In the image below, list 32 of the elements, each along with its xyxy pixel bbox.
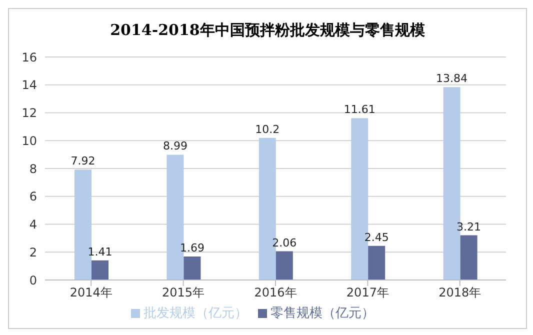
x-tick-label: 2016年 [254, 286, 297, 300]
bar [184, 256, 201, 280]
bar [92, 260, 109, 280]
data-label: 2.06 [272, 236, 297, 250]
data-label: 10.2 [255, 122, 280, 136]
data-label: 2.45 [364, 230, 389, 244]
data-label: 1.41 [88, 245, 112, 258]
y-tick-label: 0 [29, 273, 37, 288]
data-label: 1.69 [180, 241, 204, 254]
data-label: 13.84 [436, 72, 468, 86]
y-tick-label: 4 [29, 218, 37, 232]
y-tick-label: 2 [29, 245, 37, 260]
data-label: 8.99 [162, 140, 188, 153]
y-tick-label: 10 [22, 134, 37, 148]
legend-label: 批发规模（亿元） [144, 306, 248, 321]
x-tick-label: 2014年 [70, 286, 112, 300]
y-tick-label: 16 [22, 50, 37, 64]
chart-title: 2014-2018年中国预拌粉批发规模与零售规模 [109, 21, 426, 41]
data-label: 3.21 [456, 220, 482, 234]
data-label: 7.92 [70, 154, 96, 168]
bar [460, 235, 478, 280]
y-tick-label: 8 [29, 162, 37, 176]
y-tick-label: 14 [22, 78, 37, 92]
data-label: 11.61 [344, 103, 376, 116]
bar [276, 251, 293, 280]
bar [368, 246, 386, 280]
y-tick-label: 6 [29, 190, 37, 204]
legend-label: 零售规模（亿元） [270, 306, 374, 321]
x-tick-label: 2017年 [346, 286, 389, 300]
x-tick-label: 2018年 [438, 286, 482, 300]
x-tick-label: 2015年 [162, 286, 205, 300]
y-tick-label: 12 [22, 106, 37, 120]
